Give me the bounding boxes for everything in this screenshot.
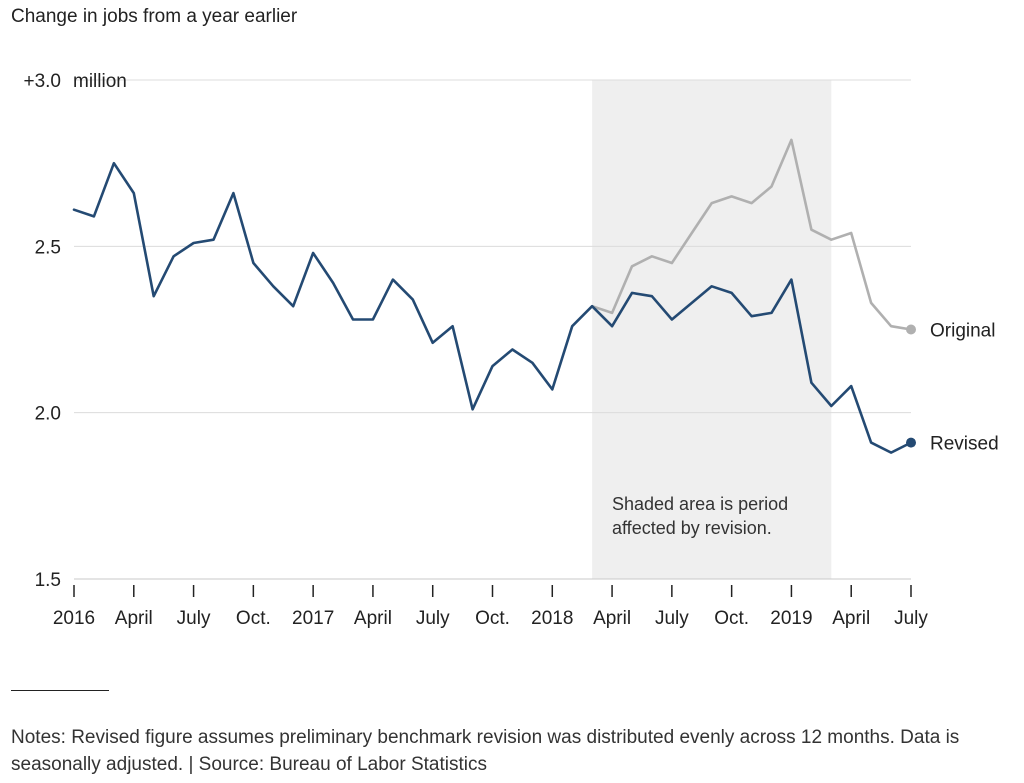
line-chart: Shaded area is period affected by revisio… bbox=[23, 71, 998, 629]
x-tick-label: April bbox=[593, 608, 631, 629]
x-tick-label: July bbox=[655, 608, 689, 629]
revised-series-label: Revised bbox=[930, 434, 999, 455]
x-tick-label: July bbox=[177, 608, 211, 629]
x-tick-label: April bbox=[354, 608, 392, 629]
shaded-area-note: affected by revision. bbox=[612, 518, 772, 538]
shaded-region-group bbox=[592, 80, 832, 579]
original-end-point bbox=[906, 324, 916, 335]
x-tick-label: 2017 bbox=[292, 608, 334, 629]
gridlines-group bbox=[74, 79, 911, 414]
shaded-area-note: Shaded area is period bbox=[612, 494, 788, 514]
y-tick-label: 2.0 bbox=[35, 404, 61, 425]
y-tick-label: +3.0 bbox=[23, 71, 61, 92]
y-tick-label: 2.5 bbox=[35, 237, 61, 258]
x-tick-label: 2016 bbox=[53, 608, 95, 629]
original-series-line bbox=[590, 138, 913, 331]
x-tick-label: 2018 bbox=[531, 608, 573, 629]
y-tick-label: 1.5 bbox=[35, 570, 61, 591]
revised-end-point bbox=[906, 437, 916, 448]
labels-group: Shaded area is period affected by revisio… bbox=[23, 71, 998, 629]
x-tick-label: April bbox=[115, 608, 153, 629]
x-tick-label: Oct. bbox=[475, 608, 510, 629]
x-tick-label: April bbox=[832, 608, 870, 629]
x-tick-label: Oct. bbox=[236, 608, 271, 629]
revised-series-line bbox=[72, 161, 913, 454]
chart-title: Change in jobs from a year earlier bbox=[11, 6, 298, 27]
notes-text: Notes: Revised figure assumes preliminar… bbox=[11, 727, 960, 775]
x-tick-label: Oct. bbox=[714, 608, 749, 629]
x-tick-label: 2019 bbox=[770, 608, 812, 629]
series-group bbox=[72, 138, 916, 454]
x-tick-label: July bbox=[894, 608, 928, 629]
revision-shaded-area bbox=[592, 80, 832, 579]
notes-divider bbox=[11, 690, 109, 691]
x-axis-group bbox=[73, 578, 912, 597]
x-tick-label: July bbox=[416, 608, 450, 629]
y-unit-label: million bbox=[73, 71, 127, 92]
original-series-label: Original bbox=[930, 321, 995, 342]
